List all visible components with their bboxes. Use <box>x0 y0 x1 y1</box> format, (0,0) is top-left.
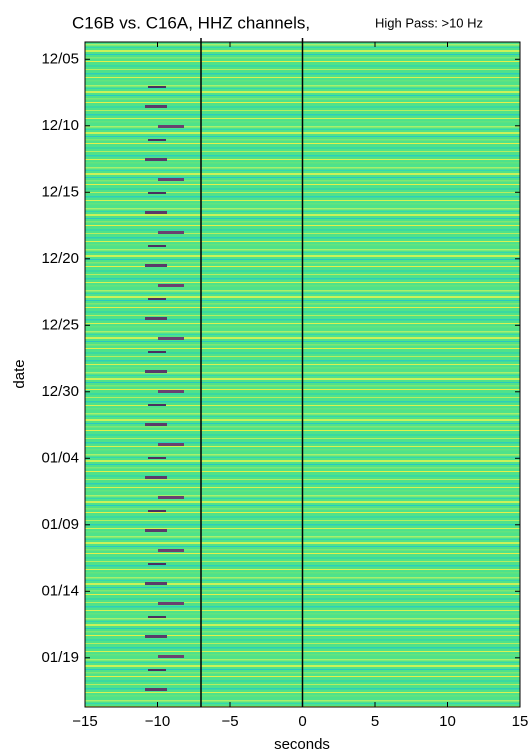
y-tick-label: 01/14 <box>41 582 79 599</box>
x-tick-label: 5 <box>371 713 379 730</box>
x-tick-label: 15 <box>512 713 529 730</box>
y-tick-label: 12/25 <box>41 316 79 333</box>
y-tick-label: 12/05 <box>41 50 79 67</box>
chart: C16B vs. C16A, HHZ channels, High Pass: … <box>0 0 532 755</box>
y-tick-label: 12/15 <box>41 183 79 200</box>
x-tick-label: 0 <box>298 713 306 730</box>
y-tick-label: 12/30 <box>41 383 79 400</box>
x-axis-label: seconds <box>274 736 330 753</box>
y-tick-label: 01/04 <box>41 449 79 466</box>
chart-subtitle: High Pass: >10 Hz <box>375 15 483 30</box>
x-tick-label: −10 <box>145 713 170 730</box>
y-axis-label: date <box>11 359 28 388</box>
x-tick-label: −5 <box>221 713 238 730</box>
chart-title: C16B vs. C16A, HHZ channels, <box>72 13 310 32</box>
y-tick-label: 12/20 <box>41 250 79 267</box>
x-tick-label: −15 <box>72 713 97 730</box>
y-tick-label: 01/09 <box>41 516 79 533</box>
y-tick-label: 12/10 <box>41 117 79 134</box>
x-tick-label: 10 <box>439 713 456 730</box>
y-tick-label: 01/19 <box>41 649 79 666</box>
